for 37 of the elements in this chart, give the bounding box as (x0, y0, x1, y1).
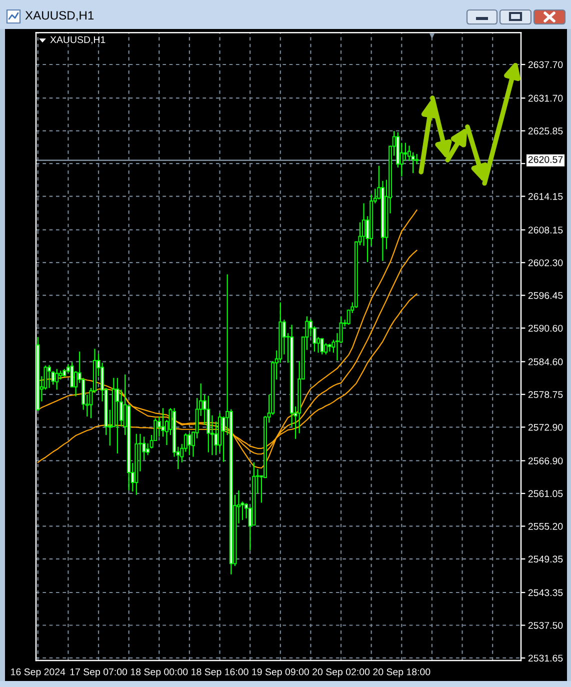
x-tick-label: 19 Sep 09:00 (252, 668, 309, 678)
y-tick-label: 2602.30 (528, 259, 563, 266)
candlestick (55, 368, 59, 390)
y-tick-label: 2561.05 (528, 490, 563, 498)
y-tick-label: 2631.70 (528, 94, 563, 102)
candlestick (320, 338, 324, 355)
candlestick (116, 377, 120, 454)
y-tick-label: 2572.90 (528, 424, 563, 431)
y-tick-label: 2590.60 (528, 324, 563, 332)
y-tick-label: 2637.70 (528, 61, 563, 68)
y-tick-label: 2549.35 (528, 556, 563, 563)
ref-line-label: 2620.57 (528, 156, 563, 163)
x-tick-label: 18 Sep 16:00 (192, 668, 248, 678)
y-tick-label: 2578.75 (528, 391, 563, 398)
chart-title: XAUUSD,H1 (25, 11, 94, 22)
y-tick-label: 2543.35 (528, 589, 563, 596)
y-tick-label: 2537.50 (528, 622, 563, 629)
candlestick (48, 364, 51, 389)
y-tick-label: 2584.60 (528, 358, 563, 366)
y-tick-label: 2625.85 (528, 128, 563, 134)
candlestick (161, 408, 165, 438)
y-tick-label: 2608.15 (528, 226, 563, 234)
candlestick (404, 142, 408, 162)
y-tick-label: 2531.65 (528, 654, 563, 662)
x-tick-label: 17 Sep 07:00 (70, 668, 128, 678)
y-tick-label: 2555.20 (528, 522, 563, 530)
y-tick-label: 2566.90 (528, 457, 563, 464)
x-tick-label: 20 Sep 18:00 (373, 668, 430, 678)
chart-subtitle: XAUUSD,H1 (50, 36, 106, 44)
line-series (37, 209, 418, 469)
y-tick-label: 2614.15 (528, 193, 563, 200)
x-tick-label: 18 Sep 00:00 (130, 668, 188, 678)
candlestick (362, 202, 366, 246)
x-tick-label: 16 Sep 2024 (11, 668, 66, 678)
y-tick-label: 2596.45 (528, 292, 563, 299)
candlestick (188, 432, 192, 456)
x-tick-label: 20 Sep 02:00 (312, 668, 370, 678)
